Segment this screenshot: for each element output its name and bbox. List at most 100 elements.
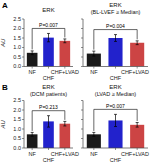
x-tick-label: CHF+LVAD [51,151,79,157]
p-value: P=0.004 [106,23,125,29]
y-tick [22,138,24,139]
title: ERK [42,7,54,13]
x-tick-label: NF [28,151,36,157]
y-tick [22,47,24,48]
x-tick-label: CHF+LVAD [121,69,149,75]
x-tick-label: NF [90,69,98,75]
y-axis [83,101,84,149]
error-cap [31,54,34,55]
bar [130,43,144,67]
error-cap [136,122,139,123]
error-cap [114,34,117,35]
y-tick [81,119,83,120]
y-tick [81,47,83,48]
y-tick [22,119,24,120]
y-tick-label: 2.0 [13,107,21,113]
plot-area [87,35,144,67]
error-bar [114,114,117,126]
error-bar [31,51,34,55]
subtitle: (BL-LVEF ≥ Median) [91,9,141,15]
error-bar [114,35,117,42]
y-tick [81,129,83,130]
x-tick-label: CHF+LVAD [51,69,79,75]
error-line [115,35,116,42]
error-cap [47,127,50,128]
bar [27,134,38,148]
error-bar [92,51,95,56]
error-cap [47,41,50,42]
y-tick [22,19,24,20]
plot-area [87,114,144,148]
error-line [137,41,138,45]
error-cap [31,132,34,133]
bar [87,134,101,148]
error-cap [92,132,95,133]
error-cap [63,125,66,126]
y-tick-label: 1.0 [13,126,21,132]
y-tick [81,38,83,39]
subtitle: (DCM patients) [30,91,67,97]
title: ERK [109,2,121,8]
error-cap [31,50,34,51]
error-bar [47,33,50,41]
y-tick-label: 1.5 [13,116,21,122]
y-tick-label: 1.0 [13,44,21,50]
error-bar [136,123,139,128]
bar [108,38,122,67]
x-tick-label: NF [90,151,98,157]
y-tick [81,57,83,58]
error-cap [136,40,139,41]
y-axis [24,101,25,149]
y-tick [22,129,24,130]
title: ERK [109,84,121,90]
plot-area [27,33,70,66]
y-label: AU [0,119,6,129]
y-tick [81,66,83,67]
title: ERK [42,84,54,90]
error-cap [63,42,66,43]
error-line [137,123,138,128]
error-cap [47,33,50,34]
y-tick [22,148,24,149]
error-bar [63,39,66,43]
x-tick-label: CHF [43,75,55,81]
x-tick-label: NF [28,69,36,75]
error-bar [47,116,50,127]
panel: NFCHFCHF+LVADERK(LVAD ≥ Median)P=0.007 [81,84,149,163]
y-tick [22,100,24,101]
y-tick-label: 0.0 [13,145,21,151]
y-tick [81,100,83,101]
error-cap [114,126,117,127]
y-tick [81,138,83,139]
error-line [93,51,94,56]
y-tick [22,66,24,67]
y-tick-label: 0.0 [13,63,21,69]
bar [60,124,71,148]
error-bar [136,41,139,45]
error-cap [136,44,139,45]
error-cap [92,136,95,137]
error-cap [136,127,139,128]
panel: 0.00.51.01.52.02.5AUNFCHFCHF+LVADERKAP=0… [0,1,79,81]
y-axis [24,19,25,67]
x-tick [115,67,116,69]
y-tick [81,19,83,20]
significance-bracket [32,28,65,49]
significance-bracket [32,111,65,131]
error-line [64,39,65,43]
y-tick [22,28,24,29]
y-label: AU [0,38,6,48]
bar [27,53,38,67]
panel: NFCHFCHF+LVADERK(BL-LVEF ≥ Median)P=0.00… [81,2,149,81]
y-tick [81,148,83,149]
y-axis [83,19,84,67]
x-tick [48,67,49,69]
y-tick-label: 2.5 [13,97,21,103]
panel: 0.00.51.01.52.02.5AUNFCHFCHF+LVADERK(DCM… [0,83,79,163]
error-bar [31,132,34,136]
error-line [115,114,116,126]
bar [130,125,144,148]
error-line [32,51,33,55]
p-value: P=0.007 [39,22,58,28]
y-tick-label: 1.5 [13,35,21,41]
